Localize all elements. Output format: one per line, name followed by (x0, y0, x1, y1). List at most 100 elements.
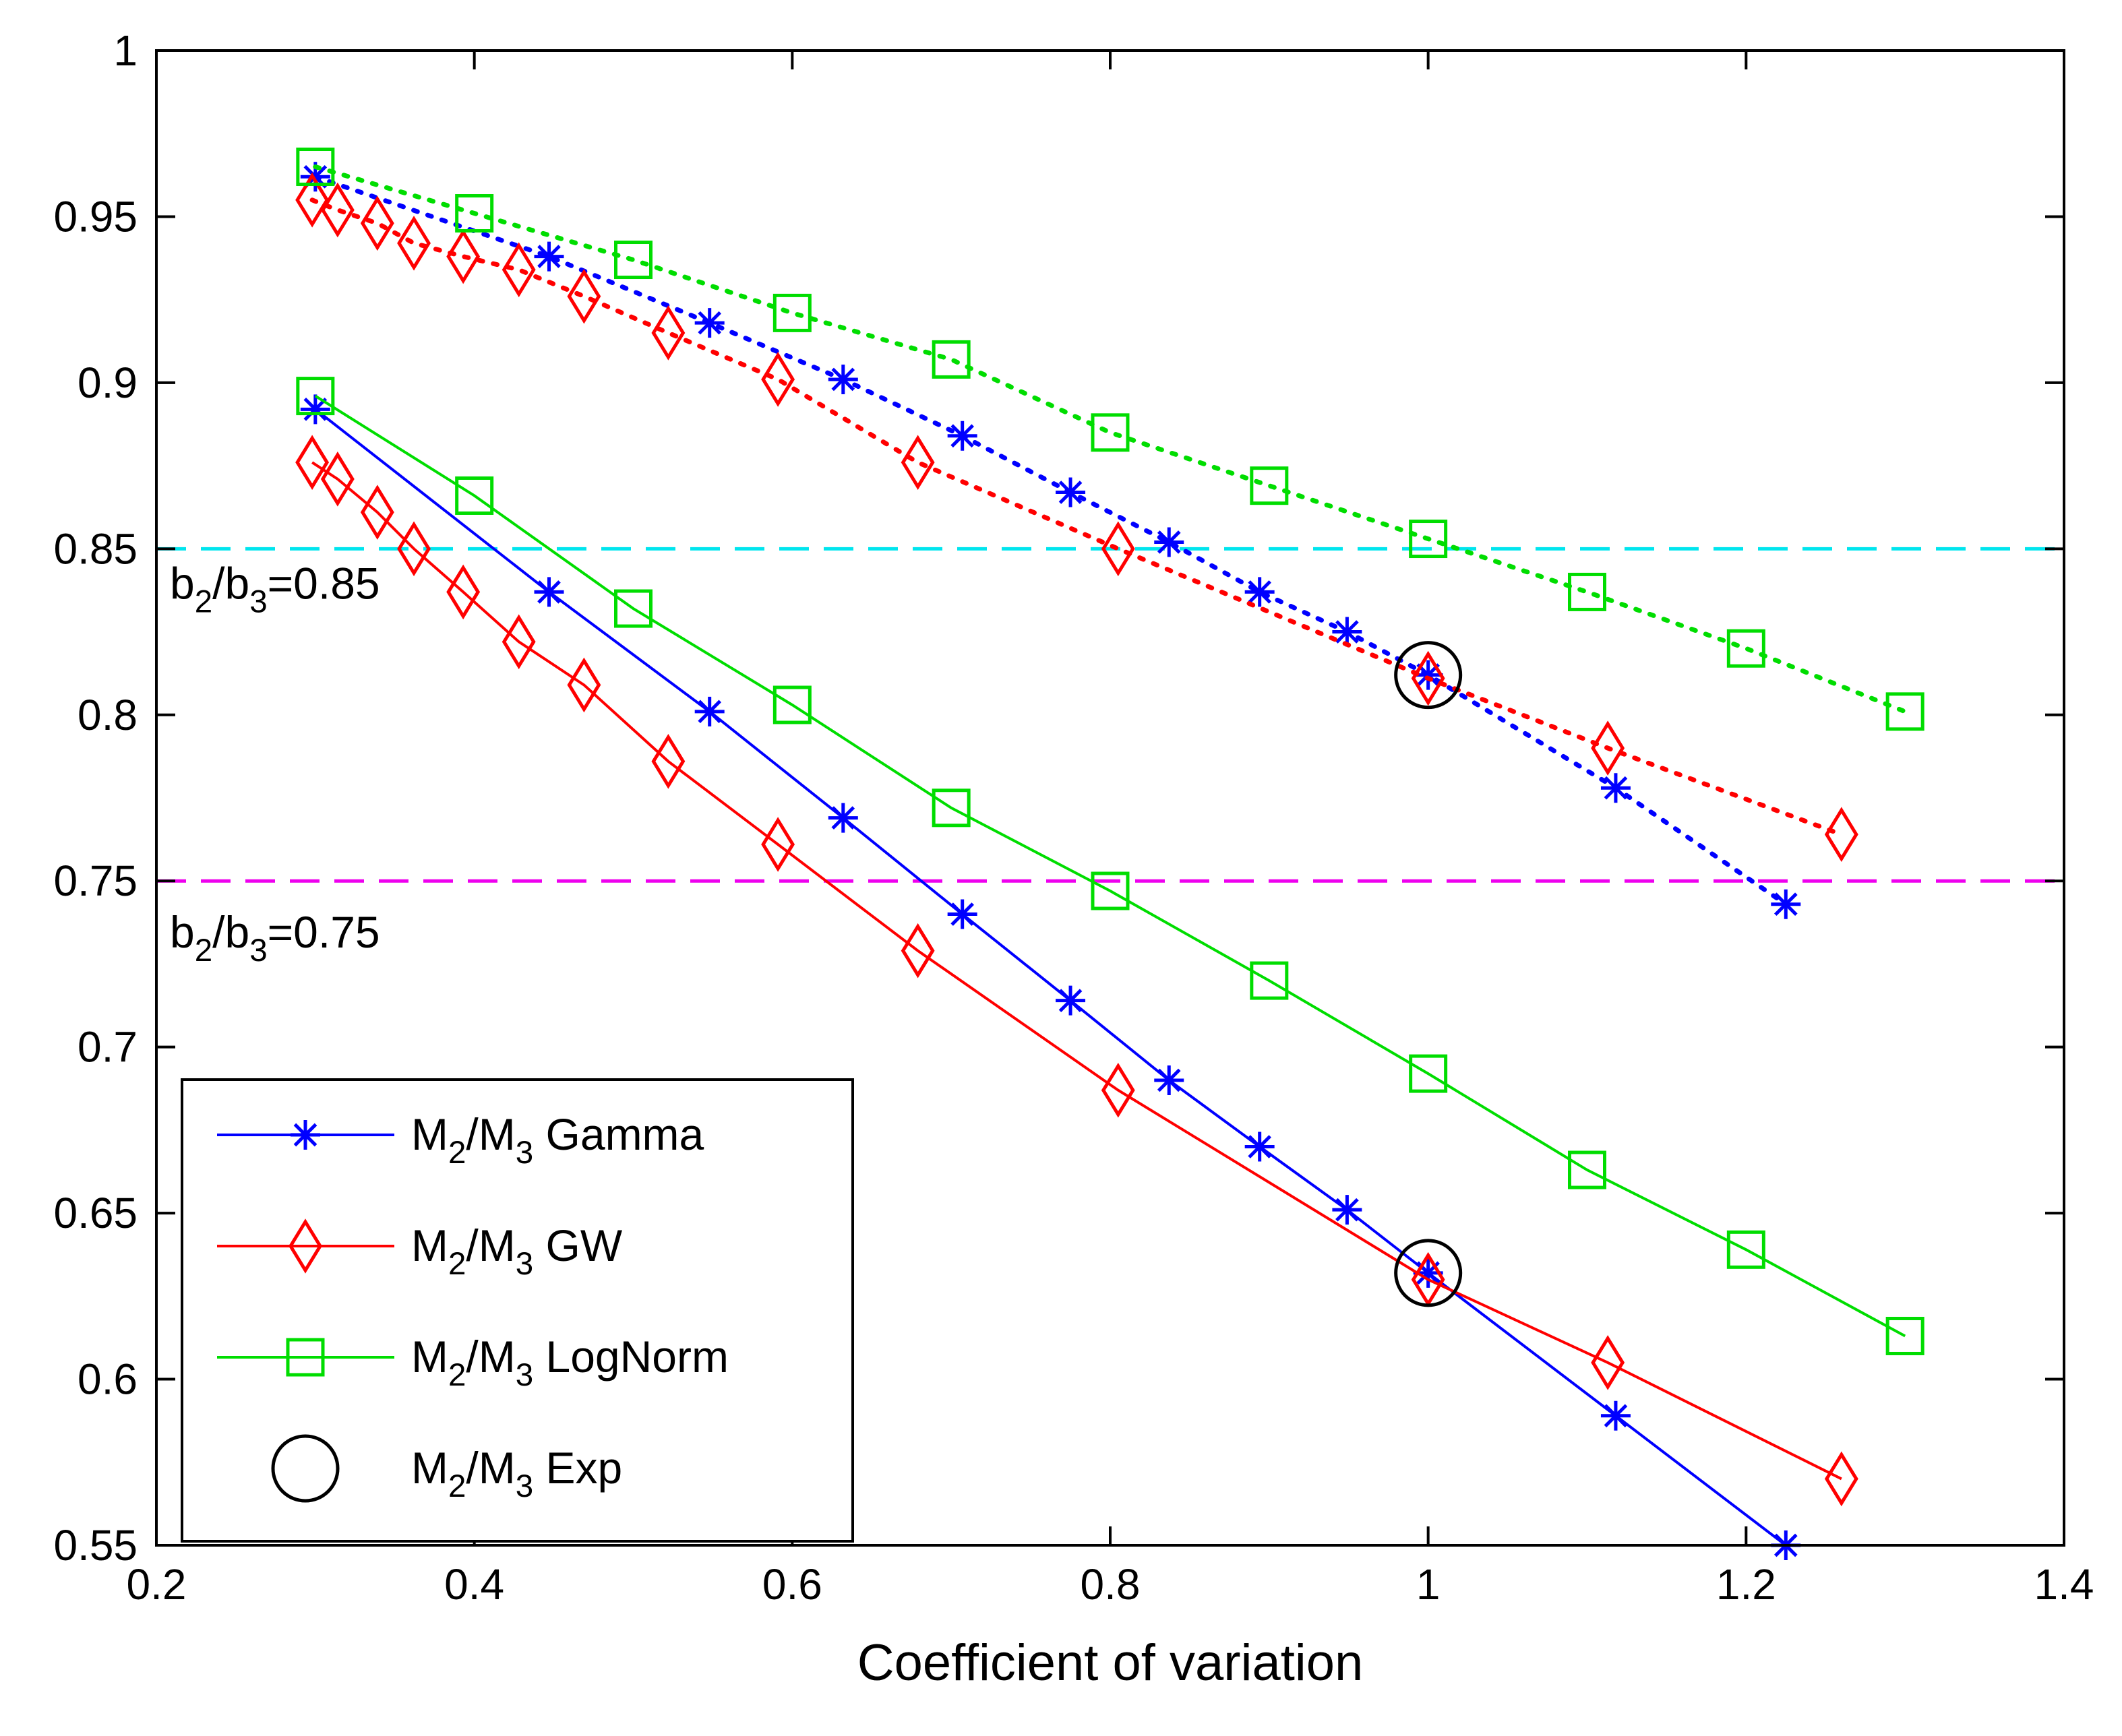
data-point (1771, 889, 1801, 919)
series-line (311, 461, 1842, 1481)
data-point (1091, 871, 1130, 910)
series-b2-b3-gw (295, 173, 1858, 863)
data-point (1409, 1054, 1448, 1093)
x-tick-label: 0.4 (444, 1560, 504, 1609)
annotation-b2-b3-0-75: b2/b3=0.75 (170, 907, 380, 968)
legend-entry-m2-m3-gw: M2/M3 GW (217, 1218, 623, 1282)
annotations: b2/b3=0.85 b2/b3=0.75 (170, 558, 380, 968)
data-point (1411, 650, 1445, 706)
y-tick-label: 0.85 (53, 524, 138, 573)
x-tick-label: 0.8 (1081, 1560, 1141, 1609)
data-point (296, 377, 335, 416)
y-tick-label: 1 (113, 26, 138, 75)
data-point (947, 421, 977, 451)
series-line (313, 164, 1908, 714)
data-point (828, 364, 858, 394)
data-point (534, 577, 564, 607)
data-point (1154, 527, 1184, 557)
legend-label: M2/M3 GW (411, 1220, 623, 1282)
data-point (1726, 629, 1765, 668)
data-point (295, 435, 330, 490)
data-point (296, 148, 335, 187)
data-point (360, 485, 394, 540)
legend: M2/M3 Gamma M2/M3 GW M2/M3 LogNorm M2/M3 Ex… (181, 1078, 854, 1543)
data-point (1244, 577, 1275, 607)
data-point (502, 614, 536, 670)
series-b2-b3-lognorm (296, 148, 1924, 731)
legend-label: M2/M3 Exp (411, 1443, 622, 1504)
data-point (694, 696, 725, 726)
data-point (534, 241, 564, 272)
data-point (614, 241, 653, 280)
series-line (314, 394, 1906, 1338)
x-tick-label: 1.4 (2034, 1560, 2094, 1609)
data-point (1600, 1400, 1631, 1431)
legend-marker (286, 1338, 325, 1377)
data-point (614, 589, 653, 628)
data-point (320, 452, 355, 507)
legend-marker (291, 1120, 320, 1150)
series-line (314, 408, 1787, 1547)
data-point (300, 394, 330, 425)
data-point (1244, 1132, 1275, 1162)
data-point (567, 657, 601, 713)
y-tick-label: 0.75 (53, 857, 138, 905)
data-point (446, 228, 481, 284)
data-point (1885, 692, 1924, 731)
legend-entry-m2-m3-lognorm: M2/M3 LogNorm (217, 1332, 729, 1393)
series-b2-b3-gamma (300, 162, 1801, 919)
series-m2-m3-gamma (300, 394, 1801, 1560)
x-tick-label: 0.2 (127, 1560, 187, 1609)
reference-lines (156, 547, 2064, 883)
data-point (932, 788, 971, 828)
data-point (1250, 466, 1289, 505)
data-point (1101, 1062, 1135, 1118)
data-point (947, 899, 977, 929)
data-point (1726, 1230, 1765, 1269)
data-point (567, 268, 601, 324)
y-tick-label: 0.6 (78, 1355, 138, 1404)
data-point (502, 242, 536, 298)
data-point (772, 685, 812, 724)
data-point (1824, 807, 1858, 863)
y-tick-label: 0.95 (53, 192, 138, 241)
data-point (901, 923, 935, 979)
data-point (901, 435, 935, 490)
data-point (1101, 521, 1135, 577)
series-m2-m3-gw (295, 435, 1858, 1507)
data-point (1591, 1335, 1625, 1390)
data-point (651, 305, 686, 361)
data-point (1056, 985, 1086, 1016)
data-point (1154, 1065, 1184, 1095)
data-point (761, 352, 795, 407)
data-point (828, 803, 858, 833)
data-point (1409, 520, 1448, 559)
y-tick-label: 0.9 (78, 359, 138, 407)
data-point (1091, 413, 1130, 452)
series-layer (295, 148, 1924, 1560)
axes: 0.2 0.4 0.6 0.8 1 1.2 1.4 0.55 0.6 0.65 0.7 0.75 0.8… (53, 26, 2094, 1692)
y-tick-label: 0.65 (53, 1189, 138, 1237)
data-point (397, 521, 431, 577)
legend-label: M2/M3 LogNorm (411, 1332, 729, 1393)
data-point (455, 476, 494, 515)
y-tick-label: 0.7 (78, 1023, 138, 1072)
legend-box (181, 1078, 854, 1543)
legend-marker (289, 1218, 322, 1274)
data-point (1332, 1195, 1362, 1225)
series-line (309, 197, 1844, 837)
legend-marker (271, 1434, 340, 1503)
x-axis-title: Coefficient of variation (857, 1634, 1364, 1692)
data-point (1394, 1239, 1463, 1307)
data-point (320, 182, 355, 238)
series-line (313, 174, 1788, 907)
data-point (295, 173, 330, 228)
y-tick-label: 0.8 (78, 691, 138, 739)
data-point (1824, 1451, 1858, 1507)
x-tick-label: 1 (1416, 1560, 1441, 1609)
series-m2-m3-exp (1394, 641, 1463, 1307)
data-point (651, 733, 686, 789)
data-point (1600, 773, 1631, 803)
data-point (1568, 1150, 1606, 1189)
